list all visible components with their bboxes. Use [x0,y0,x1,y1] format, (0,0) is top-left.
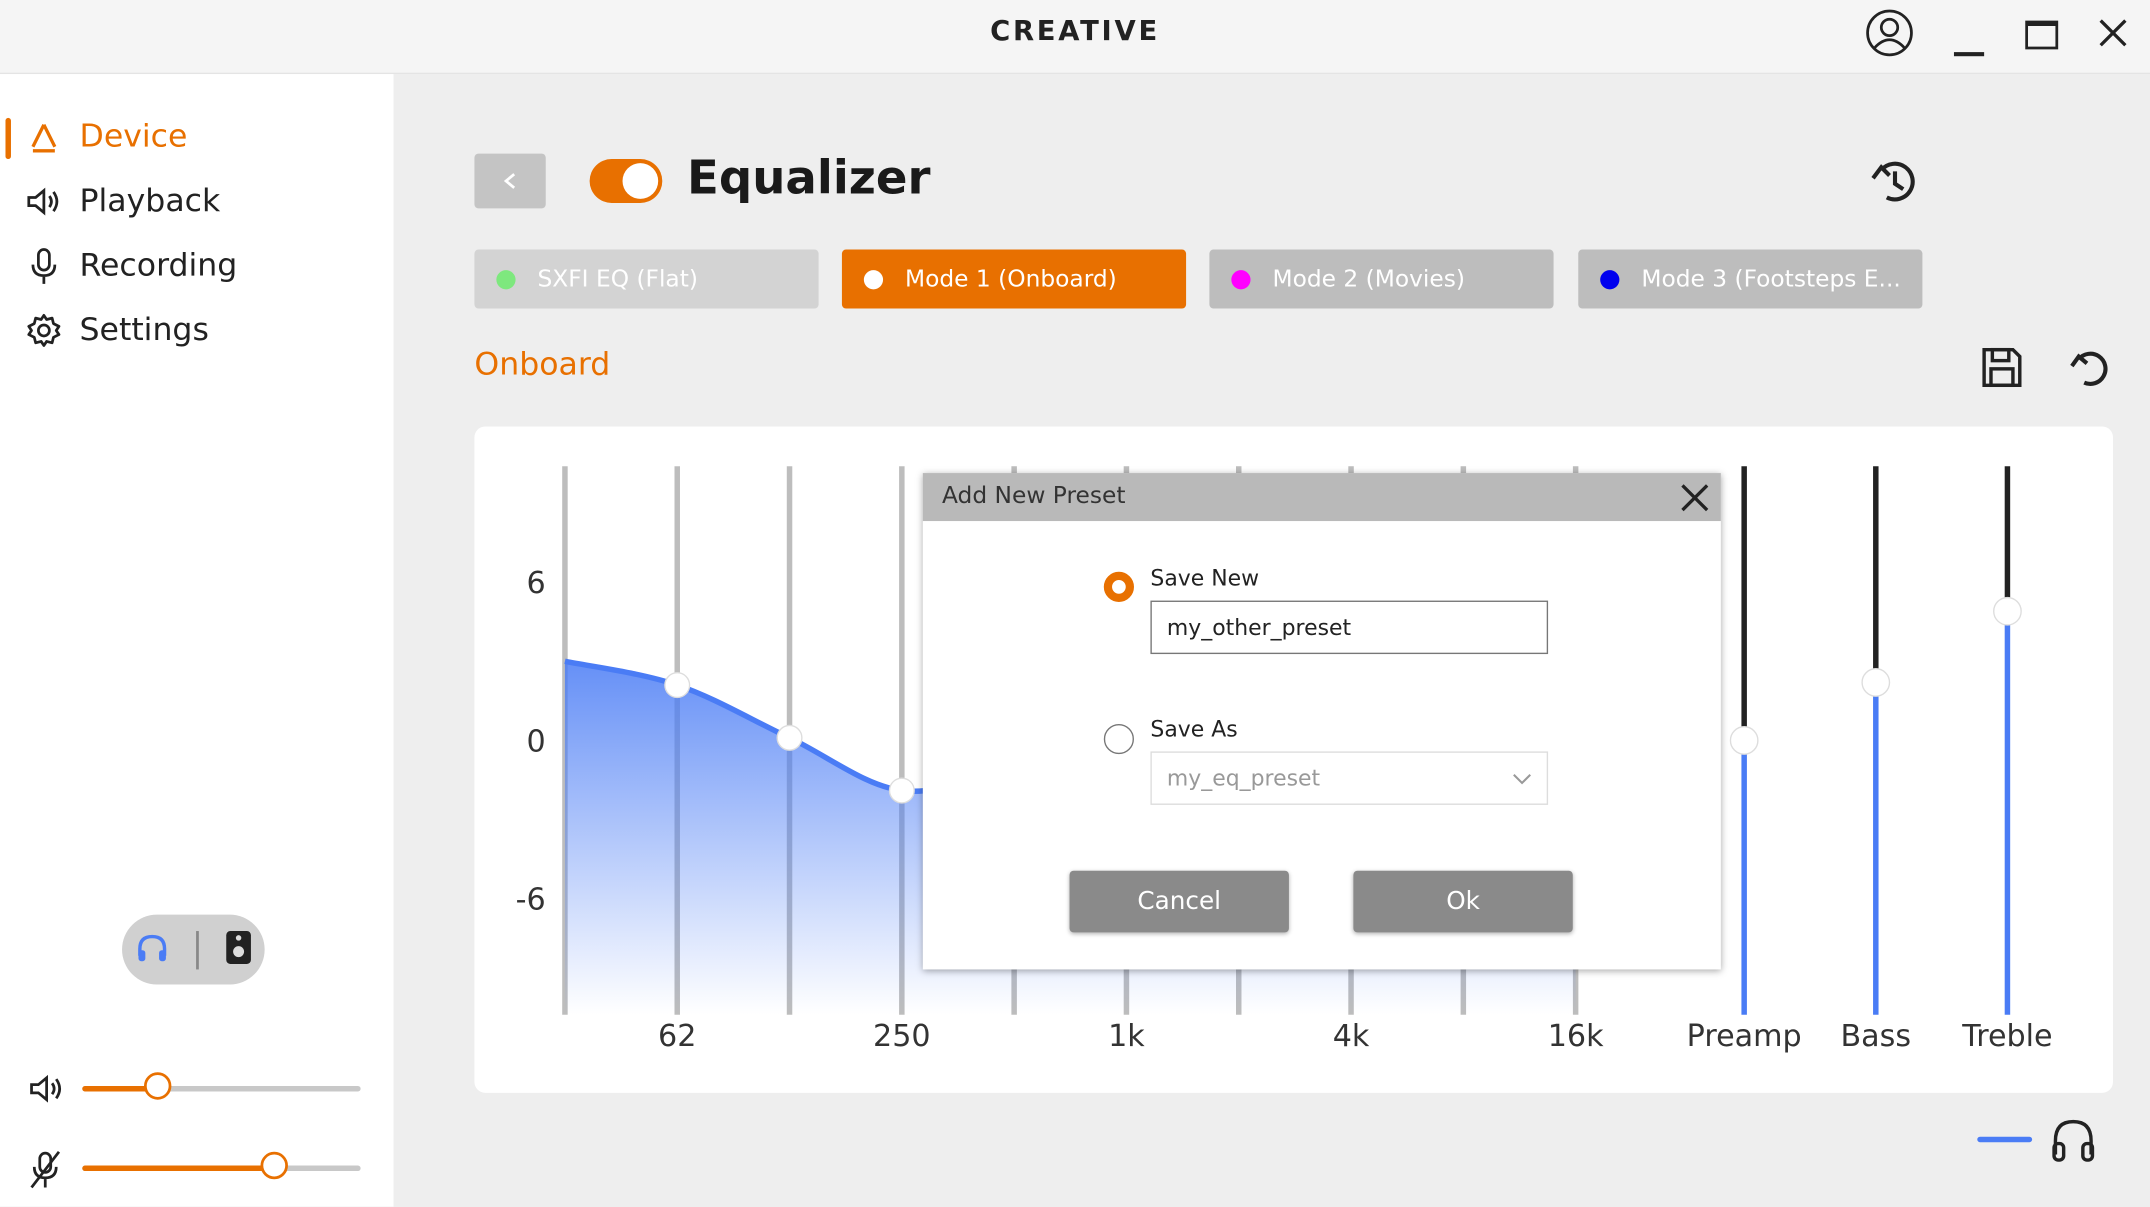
treble-thumb[interactable] [1993,596,2022,626]
microphone-fill [82,1165,275,1172]
volume-fill [82,1085,158,1092]
headphones-icon[interactable] [135,930,171,968]
speaker-box-icon[interactable] [224,929,251,970]
sidebar-item-settings[interactable]: Settings [25,307,209,354]
toggle-divider [196,930,199,969]
active-indicator [5,117,11,160]
sidebar-item-recording[interactable]: Recording [25,243,238,290]
dialog-title: Add New Preset [942,482,1126,511]
microphone-muted-icon[interactable] [27,1149,63,1196]
x-tick-label: 4k [1333,1019,1370,1054]
sidebar-item-label: Settings [79,312,209,349]
sidebar-item-label: Recording [79,248,238,284]
sidebar [0,74,394,1207]
save-as-radio[interactable] [1103,723,1134,755]
mode-dot [863,269,884,289]
tab-mode-1[interactable]: Mode 1 (Onboard) [841,249,1187,309]
gear-icon [25,311,63,349]
band-thumb-250[interactable] [888,777,915,804]
dialog-header: Add New Preset [922,473,1721,522]
user-icon[interactable] [1862,5,1917,60]
mode-dot [496,269,516,289]
save-new-label: Save New [1150,564,1260,591]
output-device-toggle[interactable] [122,914,265,985]
volume-icon[interactable] [27,1072,65,1110]
y-tick-label: 6 [527,566,546,601]
tab-label: SXFI EQ (Flat) [537,265,698,293]
title-bar: CREATIVE [0,0,2150,75]
toggle-knob [622,163,659,199]
headphones-icon [2049,1116,2098,1171]
mode-dot [1231,269,1251,289]
device-icon [25,118,63,156]
back-button[interactable] [474,153,546,209]
x-tick-label: 250 [873,1019,931,1054]
microphone-icon [25,247,63,285]
microphone-thumb[interactable] [260,1151,289,1180]
chevron-down-icon [1512,765,1531,791]
cancel-button[interactable]: Cancel [1069,870,1289,933]
save-new-radio[interactable] [1103,571,1134,602]
sidebar-item-playback[interactable]: Playback [25,178,221,225]
volume-thumb[interactable] [143,1072,172,1100]
output-indicator-line [1977,1136,2033,1143]
tab-label: Mode 3 (Footsteps E... [1641,265,1901,293]
maximize-icon[interactable] [2014,7,2069,62]
preamp-label: Preamp [1687,1019,1802,1054]
minimize-icon[interactable] [1942,11,1997,66]
preamp-thumb[interactable] [1729,726,1759,755]
x-tick-label: 62 [658,1019,696,1054]
save-new-input[interactable]: my_other_preset [1150,600,1549,655]
tab-mode-3[interactable]: Mode 3 (Footsteps E... [1578,249,1923,309]
y-tick-label: 0 [527,724,546,759]
sidebar-item-label: Device [79,119,188,155]
microphone-slider[interactable] [82,1151,361,1180]
bass-thumb[interactable] [1861,668,1891,697]
dropdown-value: my_eq_preset [1166,765,1321,792]
speaker-icon [25,182,63,220]
sidebar-item-device[interactable]: Device [25,114,188,161]
page-title: Equalizer [686,150,931,206]
x-tick-label: 1k [1108,1019,1145,1054]
tab-mode-2[interactable]: Mode 2 (Movies) [1209,249,1554,309]
close-icon[interactable] [1677,480,1713,516]
preset-name: Onboard [474,346,611,383]
sidebar-item-label: Playback [79,183,221,220]
save-as-label: Save As [1150,715,1238,742]
band-thumb-62[interactable] [664,672,691,699]
band-thumb-125[interactable] [776,724,803,751]
ok-button[interactable]: Ok [1353,870,1573,933]
tab-label: Mode 2 (Movies) [1272,265,1465,293]
treble-label: Treble [1961,1019,2052,1054]
tab-sxfi-eq[interactable]: SXFI EQ (Flat) [474,249,819,309]
equalizer-toggle[interactable] [589,159,663,203]
mode-dot [1600,269,1620,289]
add-preset-dialog: Add New Preset Save New my_other_preset … [922,473,1721,970]
bass-label: Bass [1841,1019,1912,1054]
creative-logo: CREATIVE [990,13,1160,47]
save-icon[interactable] [1980,346,2024,395]
y-tick-label: -6 [516,883,546,918]
x-tick-label: 16k [1548,1019,1604,1054]
tab-label: Mode 1 (Onboard) [904,265,1117,293]
close-icon[interactable] [2086,5,2141,60]
save-as-dropdown[interactable]: my_eq_preset [1150,751,1549,805]
reset-all-icon[interactable] [1868,154,1923,214]
volume-slider[interactable] [82,1072,361,1100]
reset-icon[interactable] [2068,346,2112,395]
